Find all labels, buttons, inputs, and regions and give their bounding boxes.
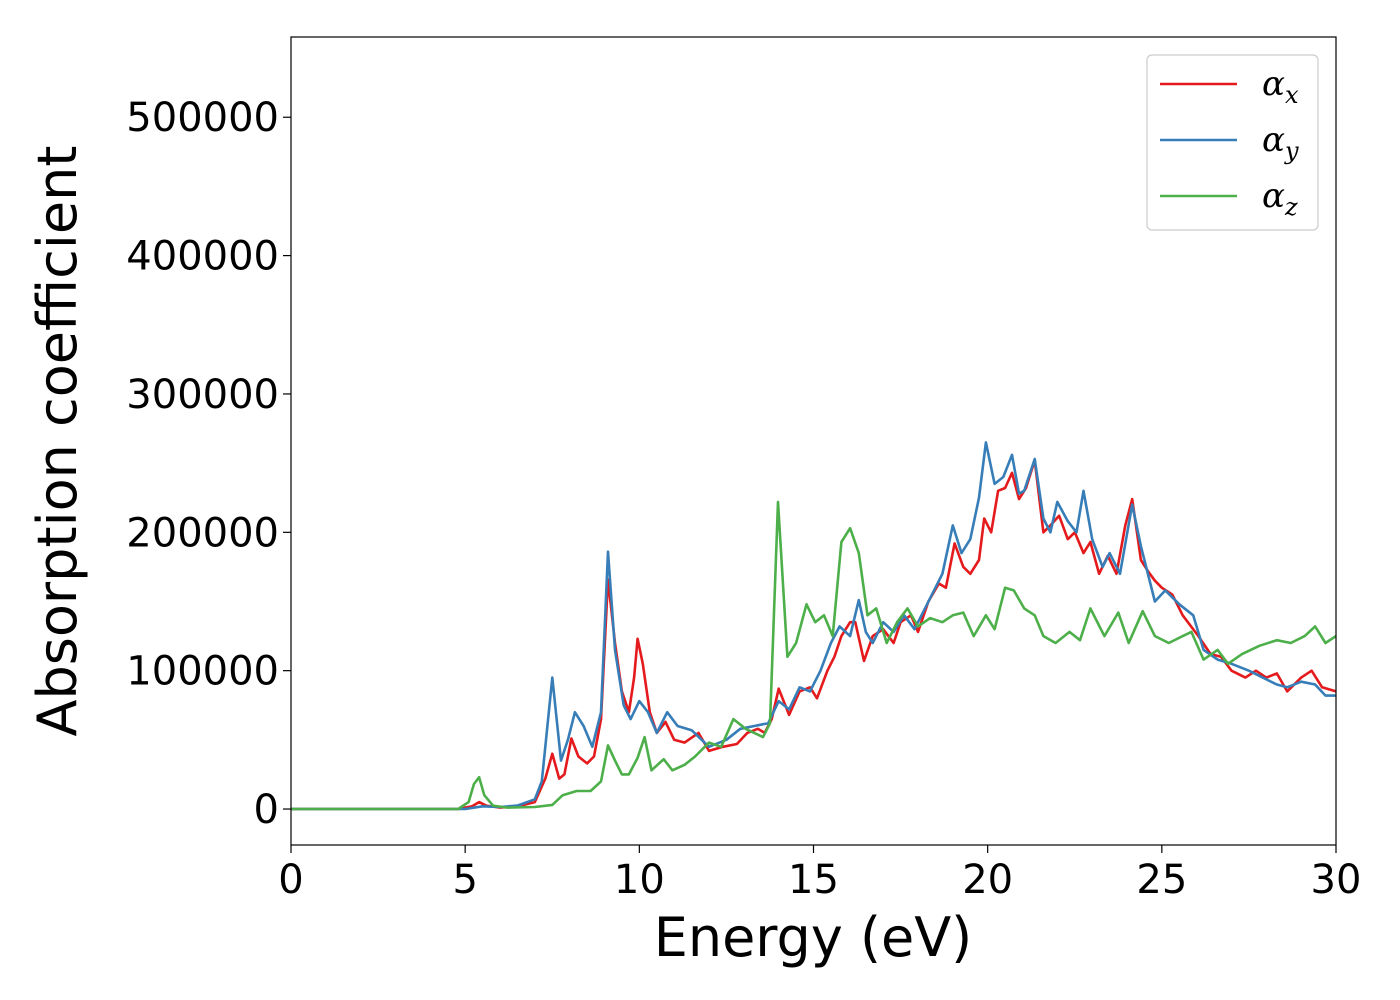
x-tick-label: 30 xyxy=(1311,857,1362,903)
legend-box xyxy=(1146,54,1319,231)
y-tick-label: 100000 xyxy=(126,649,279,695)
legend-label-z: αz xyxy=(1262,176,1298,221)
series-line-z xyxy=(291,500,1337,811)
y-tick-label: 400000 xyxy=(126,234,279,280)
y-tick-label: 0 xyxy=(254,787,279,833)
legend: αx αy αz xyxy=(1146,54,1319,231)
legend-label-y: αy xyxy=(1262,120,1299,165)
x-tick-label: 25 xyxy=(1136,857,1187,903)
x-tick-label: 15 xyxy=(788,857,839,903)
y-axis: 0 100000 200000 300000 400000 500000 xyxy=(126,95,291,833)
x-tick-label: 20 xyxy=(962,857,1013,903)
x-tick-label: 5 xyxy=(452,857,477,903)
series-line-y xyxy=(291,441,1336,811)
y-axis-title: Absorption coefficient xyxy=(26,146,89,737)
x-axis: 0 5 10 15 20 25 30 xyxy=(278,845,1361,903)
legend-label-x: αx xyxy=(1262,64,1299,109)
y-tick-label: 300000 xyxy=(126,372,279,418)
x-axis-title: Energy (eV) xyxy=(654,906,973,969)
x-tick-label: 10 xyxy=(614,857,665,903)
x-tick-label: 0 xyxy=(278,857,303,903)
series-layer xyxy=(291,441,1337,811)
series-line-x xyxy=(291,459,1337,811)
y-tick-label: 500000 xyxy=(126,95,279,141)
y-tick-label: 200000 xyxy=(126,510,279,556)
